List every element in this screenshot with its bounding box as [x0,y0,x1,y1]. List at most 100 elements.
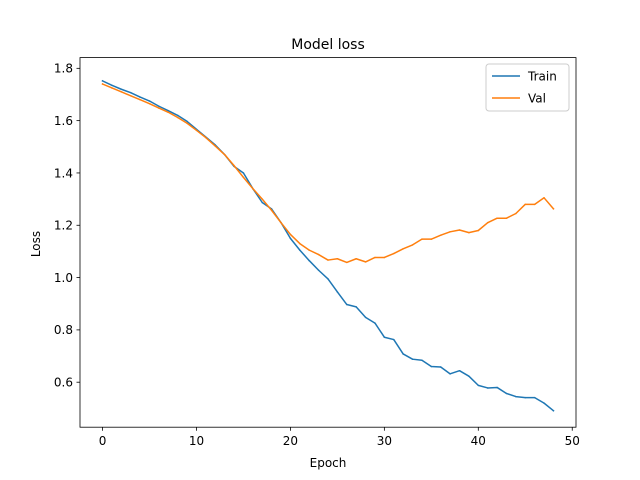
data-point-train [383,336,386,338]
x-tick-label: 30 [377,434,392,448]
data-point-train [308,259,310,262]
data-point-train [261,201,263,204]
data-point-val [515,212,517,215]
data-point-val [458,229,461,231]
data-point-val [289,233,292,236]
data-point-val [533,203,536,206]
data-point-train [421,359,423,361]
data-point-train [299,249,301,251]
data-point-val [308,249,310,251]
data-point-train [101,80,104,82]
axes-frame [79,57,577,428]
data-point-train [355,306,357,308]
data-point-train [411,358,414,360]
data-point-val [214,145,217,147]
data-point-val [439,234,442,236]
data-point-val [129,95,132,97]
data-point-val [158,107,160,109]
data-point-val [402,248,404,250]
chart-title: Model loss [291,37,365,53]
data-point-train [524,396,527,399]
legend-label-train: Train [527,69,557,83]
data-point-val [411,244,414,246]
x-tick-label: 0 [99,434,107,448]
data-point-train [515,395,517,398]
data-point-val [317,253,320,256]
y-axis-label: Loss [29,231,43,257]
data-point-train [346,303,348,306]
data-point-train [186,120,188,123]
data-point-train [327,278,329,280]
data-point-val [477,229,480,232]
x-tick-label: 50 [565,434,580,448]
data-point-train [402,353,404,355]
data-point-train [242,172,245,174]
data-point-val [205,136,207,139]
data-point-train [364,316,367,319]
data-point-val [186,122,188,124]
y-tick-label: 1.4 [54,166,73,180]
data-point-train [449,373,451,375]
data-point-val [101,83,104,85]
data-point-val [148,102,151,105]
data-point-val [552,208,555,210]
data-point-val [280,221,282,224]
data-point-val [299,242,301,245]
data-point-val [261,198,263,200]
axes: 0 10 20 30 40 50 0.6 0.8 1.0 1.2 1.4 1.6 1.8 [54,57,580,448]
data-point-val [111,87,113,89]
data-point-train [439,366,442,368]
data-point-val [120,91,123,93]
data-point-val [242,176,245,179]
data-point-train [543,402,545,404]
data-point-train [289,237,292,240]
y-tick-label: 1.0 [54,271,73,285]
data-point-val [270,209,273,212]
data-point-val [468,231,470,234]
data-point-train [167,109,170,112]
data-point-train [393,338,395,341]
data-point-val [496,217,498,219]
data-point-train [374,322,376,324]
data-point-train [148,100,151,102]
y-tick-label: 1.6 [54,114,73,128]
data-point-train [111,84,113,87]
data-point-val [524,203,527,206]
data-point-val [176,116,179,119]
data-point-train [176,114,179,117]
data-point-train [533,396,536,399]
data-point-val [486,221,489,224]
x-tick-label: 40 [471,434,486,448]
data-point-train [505,392,508,395]
data-point-val [374,256,376,259]
data-point-train [458,369,461,372]
data-point-train [129,91,132,94]
data-point-val [355,258,357,260]
legend-label-val: Val [528,91,546,105]
data-point-train [496,386,498,389]
data-point-train [477,384,480,387]
data-point-val [505,217,508,219]
data-point-val [252,187,254,190]
legend: Train Val [485,63,570,112]
x-axis-label: Epoch [310,456,347,470]
data-point-val [449,231,451,233]
data-point-train [158,105,160,107]
y-tick-label: 0.8 [54,323,73,337]
data-point-train [336,291,339,293]
data-point-val [336,258,339,260]
data-point-val [346,261,348,264]
data-point-val [195,129,198,132]
y-tick-label: 1.8 [54,62,73,76]
data-point-val [139,98,141,101]
data-point-val [233,164,235,167]
data-point-val [327,259,329,261]
x-tick-label: 10 [189,434,204,448]
data-point-val [543,197,545,199]
data-point-val [393,252,395,255]
data-point-train [139,96,141,98]
data-point-train [552,409,555,412]
y-tick-label: 0.6 [54,376,73,390]
data-point-val [223,153,226,156]
data-point-train [430,365,433,368]
